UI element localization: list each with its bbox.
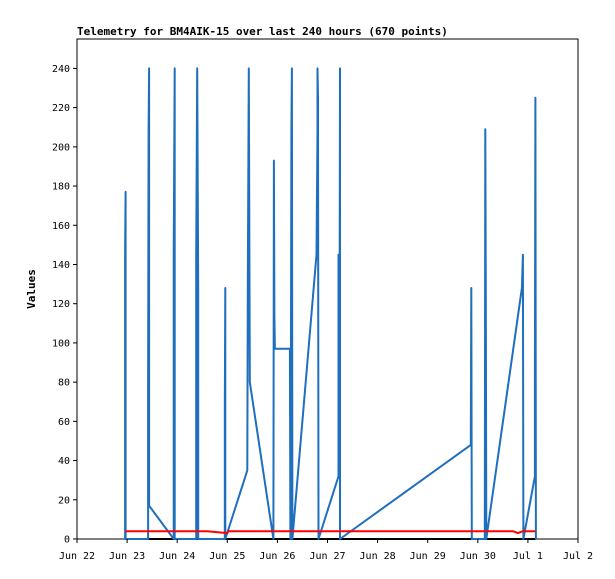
x-tick-label: Jun 30 — [460, 551, 496, 562]
x-tick-label: Jun 25 — [209, 551, 245, 562]
plot-area — [76, 38, 579, 540]
y-tick-label: 240 — [52, 64, 70, 75]
y-tick-label: 200 — [52, 142, 70, 153]
x-tick-label: Jun 22 — [59, 551, 95, 562]
y-axis-label: Values — [25, 269, 38, 309]
x-tick-label: Jun 27 — [309, 551, 345, 562]
y-tick-label: 80 — [58, 378, 70, 389]
y-tick-label: 60 — [58, 417, 70, 428]
data-series — [124, 67, 537, 540]
x-tick-label: Jun 24 — [159, 551, 195, 562]
x-tick-label: Jul 1 — [513, 551, 543, 562]
y-axis: 0 20 40 60 80 100 120 140 160 180 200 220 240 — [52, 64, 77, 546]
y-tick-label: 140 — [52, 260, 70, 271]
series-line-blue — [124, 67, 537, 540]
y-tick-label: 100 — [52, 338, 70, 349]
y-tick-label: 180 — [52, 182, 70, 193]
x-tick-label: Jun 23 — [109, 551, 145, 562]
y-tick-label: 40 — [58, 456, 70, 467]
x-tick-label: Jun 26 — [259, 551, 295, 562]
y-tick-label: 0 — [64, 535, 70, 546]
x-tick-label: Jun 28 — [360, 551, 396, 562]
plot-frame — [76, 38, 579, 540]
chart-title: Telemetry for BM4AIK-15 over last 240 ho… — [77, 25, 448, 38]
y-tick-label: 220 — [52, 103, 70, 114]
x-axis: Jun 22 Jun 23 Jun 24 Jun 25 Jun 26 Jun 27 Jun … — [59, 539, 593, 562]
x-tick-label: Jun 29 — [410, 551, 446, 562]
series-line-red — [125, 530, 536, 535]
x-tick-label: Jul 2 — [563, 551, 593, 562]
y-tick-label: 20 — [58, 495, 70, 506]
y-tick-label: 160 — [52, 221, 70, 232]
y-tick-label: 120 — [52, 299, 70, 310]
